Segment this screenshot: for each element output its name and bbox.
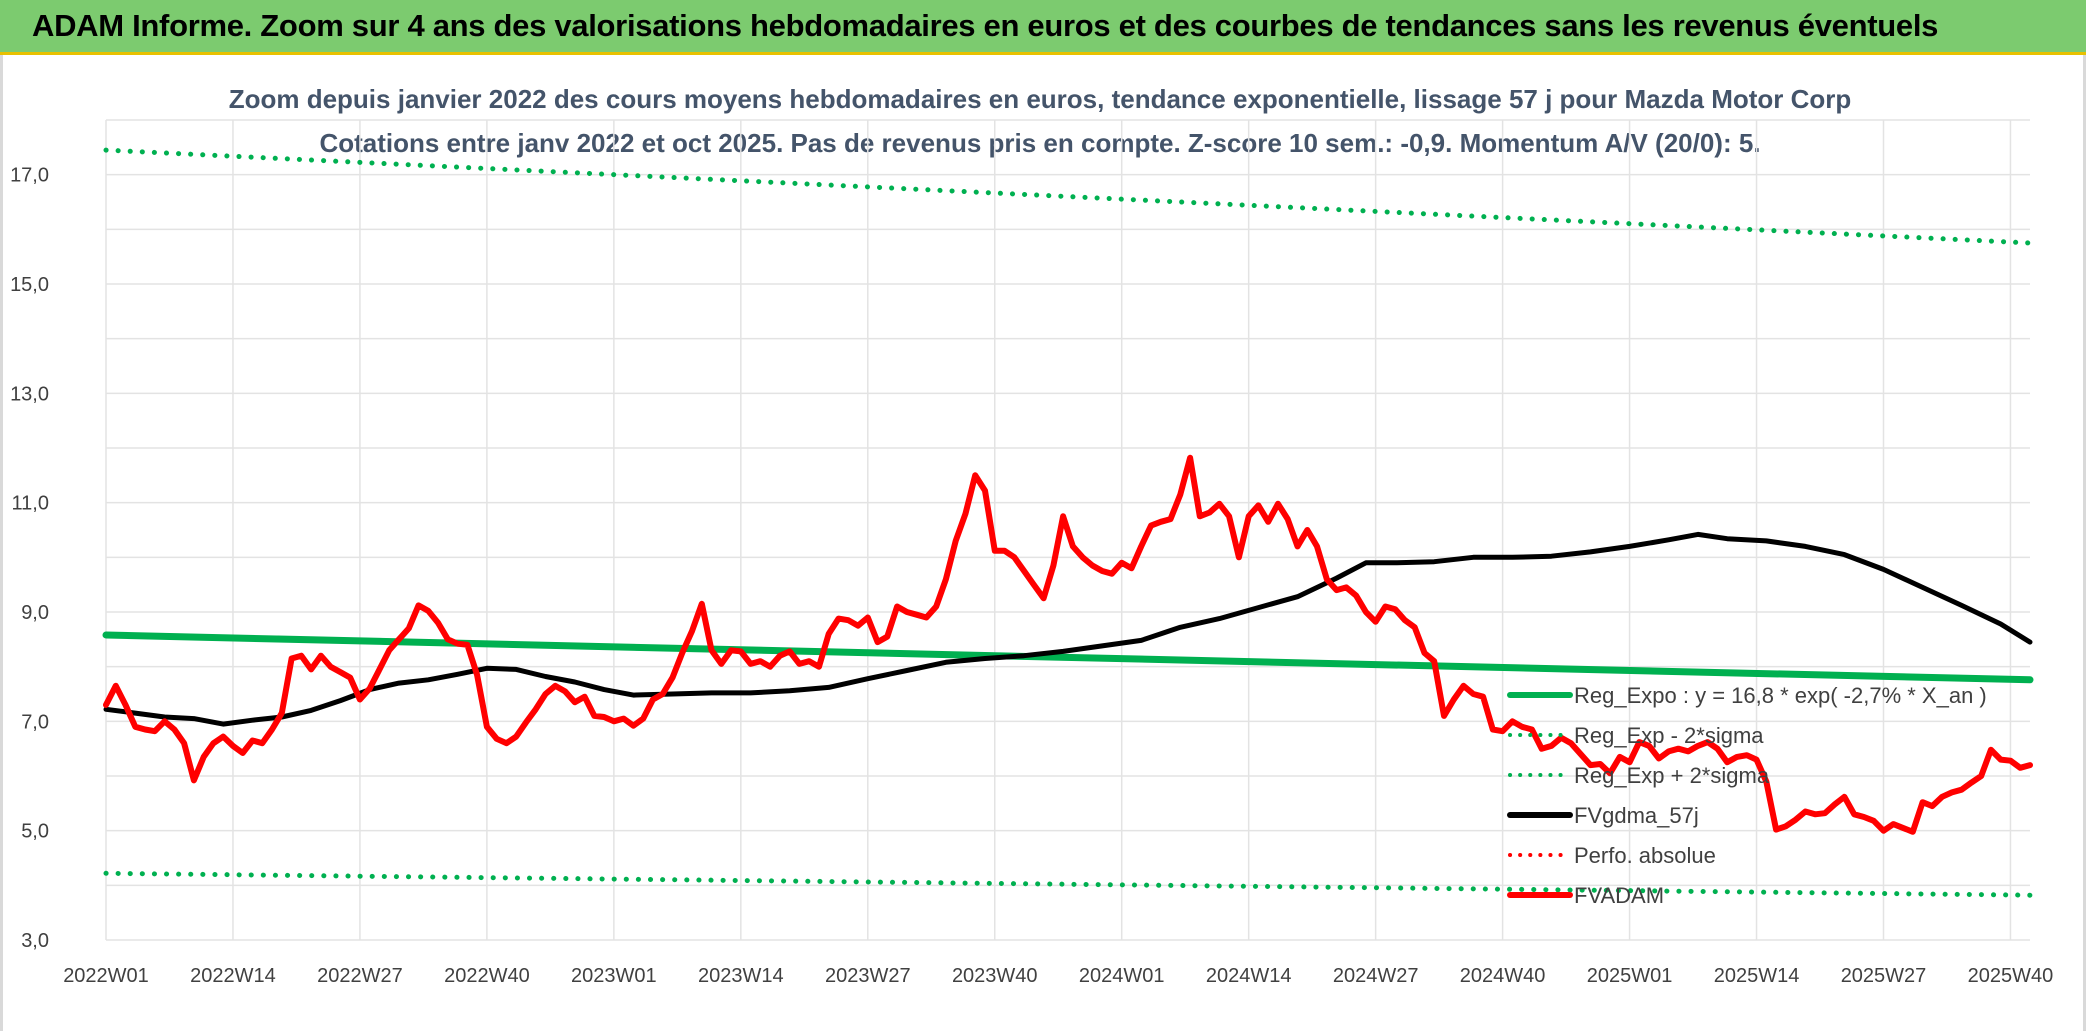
y-tick-label: 9,0 <box>21 602 49 624</box>
x-tick-label: 2025W14 <box>1714 965 1800 987</box>
y-tick-label: 5,0 <box>21 821 49 843</box>
x-tick-label: 2025W27 <box>1841 965 1927 987</box>
x-tick-label: 2024W01 <box>1079 965 1165 987</box>
y-tick-label: 3,0 <box>21 930 49 952</box>
legend: Reg_Expo : y = 16,8 * exp( -2,7% * X_an … <box>1507 683 1987 908</box>
x-tick-label: 2023W40 <box>952 965 1038 987</box>
series-line-0 <box>102 631 2034 684</box>
x-tick-label: 2023W01 <box>571 965 657 987</box>
banner-title: ADAM Informe. Zoom sur 4 ans des valoris… <box>32 8 1939 43</box>
y-tick-label: 7,0 <box>21 711 49 733</box>
x-tick-label: 2022W01 <box>63 965 149 987</box>
x-tick-label: 2023W27 <box>825 965 911 987</box>
legend-label: Reg_Expo : y = 16,8 * exp( -2,7% * X_an … <box>1574 683 1987 708</box>
x-tick-label: 2022W14 <box>190 965 276 987</box>
legend-label: FVgdma_57j <box>1574 803 1699 828</box>
y-tick-label: 13,0 <box>10 383 49 405</box>
x-tick-label: 2025W01 <box>1587 965 1673 987</box>
x-tick-label: 2025W40 <box>1968 965 2054 987</box>
legend-label: FVADAM <box>1574 883 1664 908</box>
x-tick-label: 2024W40 <box>1460 965 1546 987</box>
x-tick-label: 2023W14 <box>698 965 784 987</box>
x-axis: 2022W01 2022W14 2022W27 2022W40 2023W01 2023W… <box>63 965 2053 987</box>
chart-frame <box>0 55 2086 1031</box>
chart-title: Zoom depuis janvier 2022 des cours moyen… <box>229 84 1852 114</box>
y-axis: 3,0 5,0 7,0 9,0 11,0 13,0 15,0 17,0 <box>10 165 49 952</box>
y-tick-label: 11,0 <box>12 493 49 515</box>
legend-label: Reg_Exp + 2*sigma <box>1574 763 1770 788</box>
legend-label: Reg_Exp - 2*sigma <box>1574 723 1764 748</box>
chart-subtitle: Cotations entre janv 2022 et oct 2025. P… <box>319 128 1760 158</box>
y-tick-label: 17,0 <box>10 165 49 187</box>
grid <box>105 119 2030 941</box>
plot-area <box>102 147 2034 898</box>
x-tick-label: 2024W14 <box>1206 965 1292 987</box>
series-line-5 <box>103 454 2033 835</box>
legend-label: Perfo. absolue <box>1574 843 1716 868</box>
x-tick-label: 2024W27 <box>1333 965 1419 987</box>
report-banner: ADAM Informe. Zoom sur 4 ans des valoris… <box>0 0 2086 55</box>
y-tick-label: 15,0 <box>10 274 49 296</box>
series-line-3 <box>103 531 2033 727</box>
x-tick-label: 2022W27 <box>317 965 403 987</box>
x-tick-label: 2022W40 <box>444 965 530 987</box>
series-line-1 <box>103 870 2033 898</box>
